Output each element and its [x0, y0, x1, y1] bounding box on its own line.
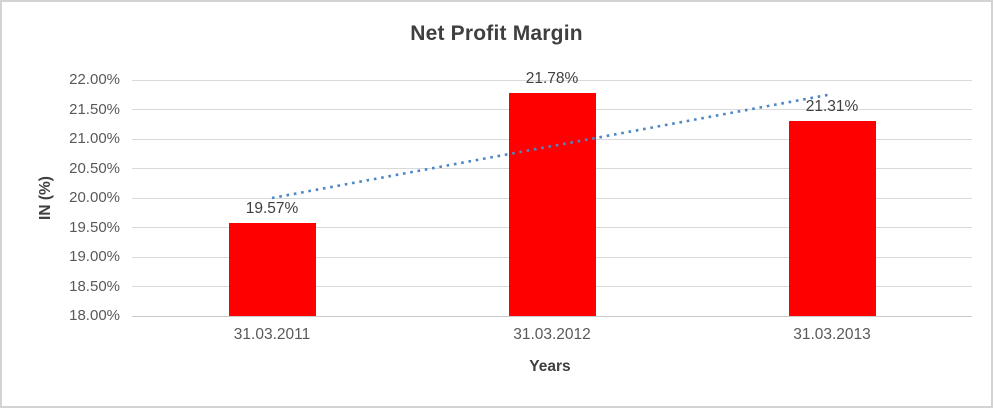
y-tick-label: 20.00%	[69, 189, 120, 206]
chart-title: Net Profit Margin	[410, 22, 583, 45]
x-axis-title: Years	[529, 358, 571, 375]
gridline	[132, 79, 972, 81]
bar-data-label: 21.31%	[805, 97, 859, 115]
y-tick-label: 21.00%	[69, 130, 120, 147]
y-tick-label: 20.50%	[69, 159, 120, 177]
bar	[228, 223, 316, 316]
bar	[508, 92, 596, 316]
y-tick-label: 18.00%	[69, 307, 120, 324]
bar-data-label: 21.78%	[525, 69, 579, 87]
y-tick-label: 19.00%	[69, 248, 120, 265]
x-tick-label: 31.03.2012	[513, 326, 591, 343]
y-tick-label: 22.00%	[69, 71, 120, 88]
gridline	[132, 315, 972, 317]
x-tick-label: 31.03.2013	[793, 326, 871, 343]
bar	[788, 120, 876, 316]
y-tick-label: 18.50%	[69, 277, 120, 295]
bar-data-label: 19.57%	[245, 200, 299, 218]
y-tick-label: 21.50%	[69, 100, 120, 118]
y-tick-label: 19.50%	[69, 218, 120, 236]
x-tick-label: 31.03.2011	[233, 326, 311, 343]
